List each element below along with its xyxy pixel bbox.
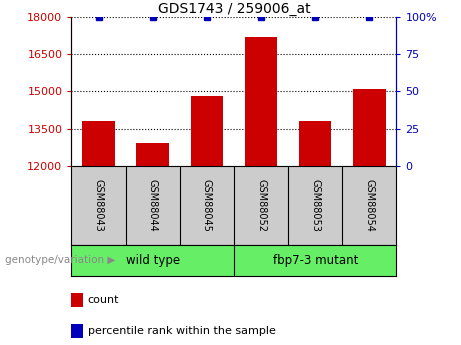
Text: GSM88053: GSM88053 (310, 179, 320, 232)
Text: GSM88044: GSM88044 (148, 179, 158, 231)
Text: genotype/variation ▶: genotype/variation ▶ (5, 256, 115, 265)
Text: percentile rank within the sample: percentile rank within the sample (88, 326, 276, 336)
Bar (190, 96, 223, 166)
Text: fbp7-3 mutant: fbp7-3 mutant (272, 254, 358, 267)
Text: GSM88045: GSM88045 (202, 179, 212, 232)
Text: GSM88052: GSM88052 (256, 179, 266, 232)
Bar (82, 121, 115, 166)
Text: count: count (88, 295, 119, 305)
Bar (136, 144, 169, 166)
Title: GDS1743 / 259006_at: GDS1743 / 259006_at (158, 2, 310, 16)
Text: GSM88054: GSM88054 (364, 179, 374, 232)
Text: wild type: wild type (126, 254, 180, 267)
Bar (245, 37, 277, 166)
Bar (353, 89, 385, 166)
Bar (299, 121, 331, 166)
Text: GSM88043: GSM88043 (94, 179, 104, 231)
